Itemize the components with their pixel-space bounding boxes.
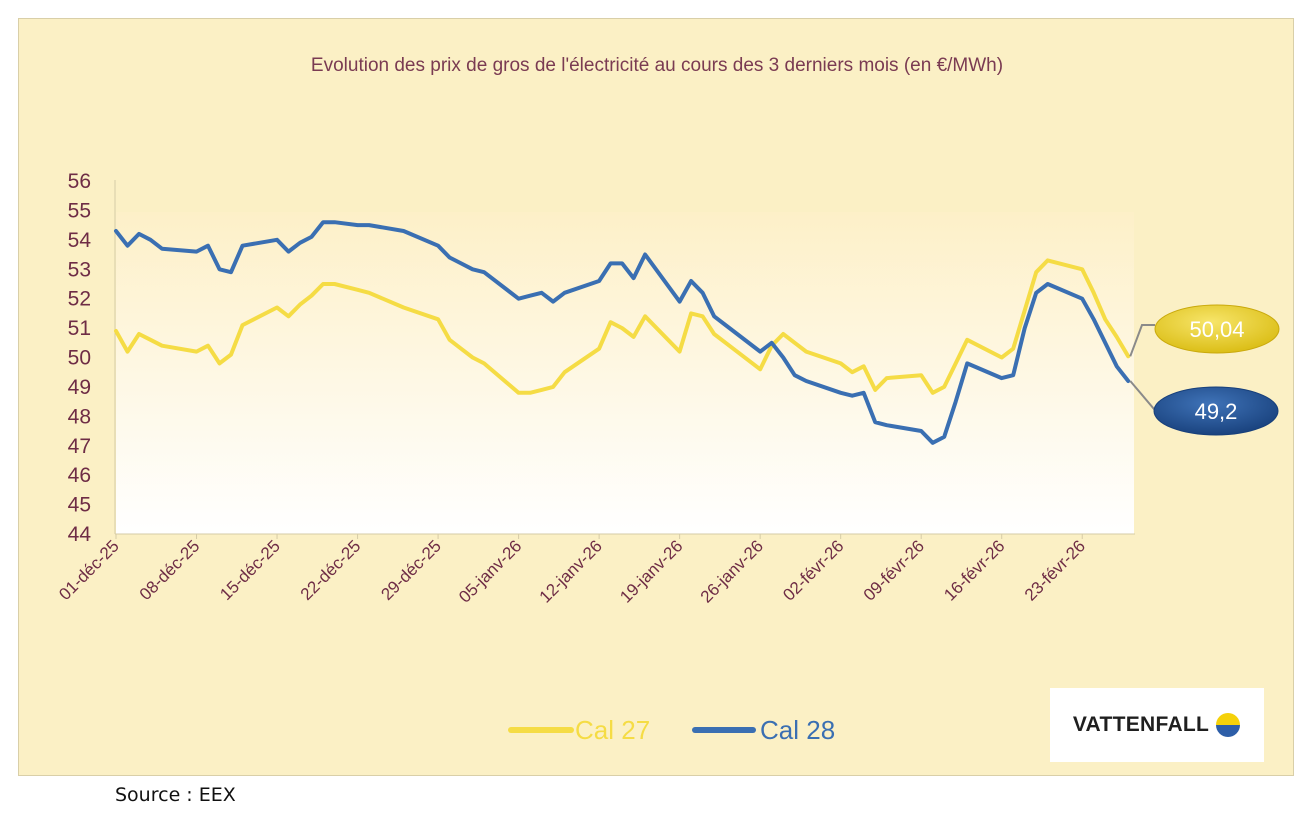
y-tick-label: 54 [68, 229, 92, 252]
x-tick-label: 29-déc-25 [377, 536, 445, 604]
plot-area [116, 212, 1134, 534]
chart-frame: Evolution des prix de gros de l'électric… [18, 18, 1294, 776]
x-tick-label: 01-déc-25 [55, 536, 123, 604]
x-tick-label: 02-févr-26 [779, 536, 847, 604]
y-tick-label: 53 [68, 258, 91, 281]
y-tick-label: 48 [68, 405, 91, 428]
x-tick-label: 16-févr-26 [940, 536, 1008, 604]
y-tick-label: 47 [68, 435, 91, 458]
end-label-bubble-cal-28 [1153, 386, 1279, 436]
x-tick-label: 09-févr-26 [860, 536, 928, 604]
line-chart: Evolution des prix de gros de l'électric… [55, 55, 1280, 745]
legend: Cal 27 Cal 28 [508, 715, 835, 745]
y-tick-label: 45 [68, 494, 91, 517]
x-tick-label: 23-févr-26 [1021, 536, 1089, 604]
y-tick-label: 52 [68, 288, 91, 311]
logo-text: VATTENFALL [1072, 713, 1210, 736]
source-note: Source : EEX [115, 784, 236, 806]
x-tick-label: 22-déc-25 [297, 536, 365, 604]
end-label-bubble-cal-27 [1154, 304, 1280, 354]
x-tick-label: 05-janv-26 [455, 536, 525, 606]
x-tick-label: 15-déc-25 [216, 536, 284, 604]
chart-title: Evolution des prix de gros de l'électric… [311, 55, 1003, 76]
x-tick-label: 19-janv-26 [616, 536, 686, 606]
end-label-connector [1129, 324, 1155, 357]
y-tick-label: 44 [68, 523, 92, 546]
end-label-value: 49,2 [1195, 399, 1238, 424]
y-tick-label: 55 [68, 199, 91, 222]
legend-label-cal28: Cal 28 [760, 715, 835, 745]
end-label-value: 50,04 [1189, 317, 1244, 342]
end-label-connector [1129, 380, 1156, 410]
x-tick-label: 08-déc-25 [136, 536, 204, 604]
series-line-cal-27 [114, 258, 1131, 395]
x-tick-label: 12-janv-26 [536, 536, 606, 606]
y-tick-label: 51 [68, 317, 91, 340]
y-tick-label: 49 [68, 376, 91, 399]
x-tick-label: 26-janv-26 [697, 536, 767, 606]
vattenfall-logo: VATTENFALL [1050, 688, 1264, 762]
legend-label-cal27: Cal 27 [575, 715, 650, 745]
series-line-cal-28 [114, 220, 1131, 445]
vattenfall-sun-icon [1216, 713, 1241, 737]
y-tick-label: 56 [68, 170, 91, 193]
y-tick-label: 46 [68, 464, 91, 487]
y-tick-label: 50 [68, 347, 91, 370]
